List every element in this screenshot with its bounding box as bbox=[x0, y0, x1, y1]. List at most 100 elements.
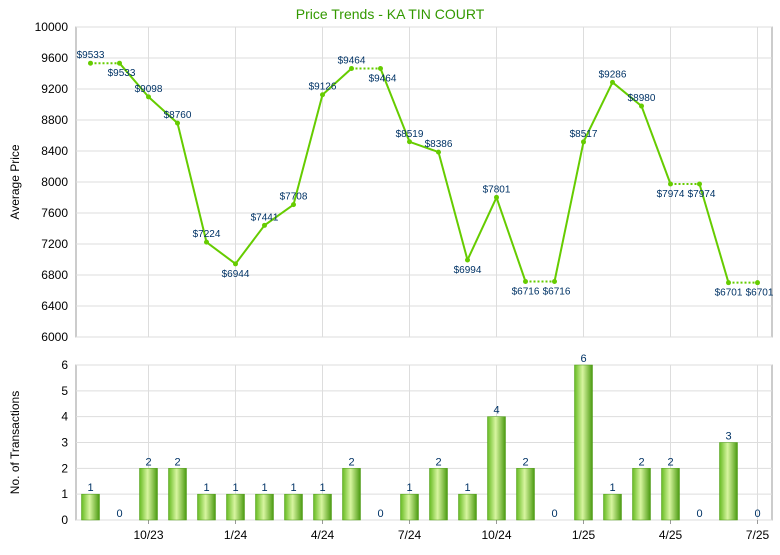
transactions-y-tick-label: 0 bbox=[61, 513, 68, 527]
transaction-bar bbox=[400, 493, 419, 521]
transaction-count-label: 1 bbox=[203, 482, 209, 494]
price-line-segment bbox=[234, 224, 266, 265]
price-y-tick-label: 8000 bbox=[41, 175, 68, 189]
transactions-y-tick-label: 2 bbox=[61, 461, 68, 475]
price-point bbox=[204, 239, 209, 245]
price-line-segment bbox=[379, 68, 411, 143]
transaction-count-label: 0 bbox=[551, 508, 557, 520]
x-tick-label: 10/24 bbox=[481, 528, 511, 542]
transaction-bar bbox=[603, 493, 622, 521]
transaction-bar bbox=[139, 468, 158, 521]
price-line-segment bbox=[437, 151, 469, 261]
transaction-bar bbox=[313, 493, 332, 521]
price-point bbox=[436, 149, 441, 155]
transaction-bar bbox=[458, 493, 477, 521]
price-line-segment bbox=[409, 140, 439, 154]
price-y-tick-label: 10000 bbox=[35, 20, 69, 34]
price-line-segment bbox=[118, 62, 150, 98]
price-data-label: $8760 bbox=[164, 110, 192, 121]
transaction-bar bbox=[632, 468, 651, 521]
price-point bbox=[291, 202, 296, 208]
price-data-label: $8519 bbox=[396, 129, 424, 140]
transaction-count-label: 1 bbox=[609, 482, 615, 494]
price-data-label: $9464 bbox=[338, 56, 366, 67]
transaction-count-label: 2 bbox=[174, 456, 180, 468]
price-point bbox=[552, 279, 557, 285]
transaction-count-label: 4 bbox=[493, 405, 499, 417]
price-line-segment bbox=[698, 183, 730, 283]
x-tick-label: 1/25 bbox=[572, 528, 596, 542]
price-line-segment bbox=[466, 197, 498, 261]
price-y-tick-label: 8800 bbox=[41, 113, 68, 127]
price-data-label: $8980 bbox=[628, 93, 656, 104]
price-y-tick-label: 6000 bbox=[41, 330, 68, 344]
price-data-label: $6701 bbox=[746, 288, 774, 299]
transaction-count-label: 2 bbox=[145, 456, 151, 468]
x-tick-label: 1/24 bbox=[224, 528, 248, 542]
transaction-count-label: 6 bbox=[580, 353, 586, 365]
price-line-segment bbox=[292, 94, 324, 205]
price-y-tick-label: 6800 bbox=[41, 268, 68, 282]
transaction-count-label: 1 bbox=[319, 482, 325, 494]
price-line-segment bbox=[582, 81, 614, 143]
x-tick-label: 4/24 bbox=[311, 528, 335, 542]
price-point bbox=[639, 103, 644, 109]
price-y-tick-label: 8400 bbox=[41, 144, 68, 158]
price-point bbox=[523, 279, 528, 285]
transactions-y-tick-label: 1 bbox=[61, 487, 68, 501]
transaction-count-label: 0 bbox=[377, 508, 383, 520]
price-data-label: $8517 bbox=[570, 129, 598, 140]
chart-title: Price Trends - KA TIN COURT bbox=[295, 6, 485, 22]
transaction-count-label: 1 bbox=[87, 482, 93, 494]
price-y-tick-label: 6400 bbox=[41, 299, 68, 313]
transaction-count-label: 1 bbox=[290, 482, 296, 494]
price-data-label: $7974 bbox=[657, 189, 685, 200]
transaction-bar bbox=[284, 493, 303, 521]
price-panel: 6000 6400 6800 7200 7600 8000 8400 8800 9200 9600… bbox=[8, 20, 774, 344]
price-line-segment bbox=[640, 105, 672, 185]
price-point bbox=[349, 66, 354, 72]
transactions-panel: 0 1 2 3 4 5 6 10/23 1/24 4/24 7/24 10/24 1/25 4/25 7/2… bbox=[8, 353, 773, 542]
transaction-count-label: 2 bbox=[348, 456, 354, 468]
transaction-bar bbox=[516, 468, 535, 521]
price-point bbox=[407, 139, 412, 145]
price-y-tick-label: 9200 bbox=[41, 82, 68, 96]
price-line-segment bbox=[321, 67, 353, 96]
price-line-segment bbox=[553, 141, 585, 282]
price-line-segment bbox=[263, 203, 295, 227]
transaction-bar bbox=[487, 416, 506, 521]
price-line-segment bbox=[205, 241, 237, 265]
transaction-bar bbox=[429, 468, 448, 521]
transaction-count-label: 2 bbox=[522, 456, 528, 468]
transaction-count-label: 0 bbox=[754, 508, 760, 520]
transactions-y-tick-label: 3 bbox=[61, 436, 68, 450]
price-point bbox=[755, 280, 760, 286]
price-data-label: $6716 bbox=[512, 287, 540, 298]
price-data-label: $7224 bbox=[193, 229, 221, 240]
transaction-count-label: 2 bbox=[435, 456, 441, 468]
price-data-label: $6994 bbox=[454, 265, 482, 276]
price-point bbox=[117, 60, 122, 66]
price-point bbox=[697, 181, 702, 187]
price-point bbox=[320, 92, 325, 98]
price-point bbox=[175, 120, 180, 126]
price-line-segment bbox=[495, 197, 527, 282]
price-data-label: $6716 bbox=[543, 287, 571, 298]
transaction-bar bbox=[661, 468, 680, 521]
transaction-bar bbox=[574, 364, 593, 521]
transaction-count-label: 0 bbox=[696, 508, 702, 520]
transaction-count-label: 0 bbox=[116, 508, 122, 520]
price-data-label: $9126 bbox=[309, 82, 337, 93]
price-data-label: $7708 bbox=[280, 192, 308, 203]
transaction-count-label: 1 bbox=[464, 482, 470, 494]
price-data-label: $7441 bbox=[251, 212, 279, 223]
x-tick-label: 4/25 bbox=[659, 528, 683, 542]
transaction-count-label: 2 bbox=[638, 456, 644, 468]
price-line-segment bbox=[176, 122, 208, 243]
price-data-label: $6944 bbox=[222, 269, 250, 280]
price-y-tick-label: 7600 bbox=[41, 206, 68, 220]
price-y-tick-label: 7200 bbox=[41, 237, 68, 251]
transaction-count-label: 3 bbox=[725, 431, 731, 443]
price-data-label: $7974 bbox=[688, 189, 716, 200]
